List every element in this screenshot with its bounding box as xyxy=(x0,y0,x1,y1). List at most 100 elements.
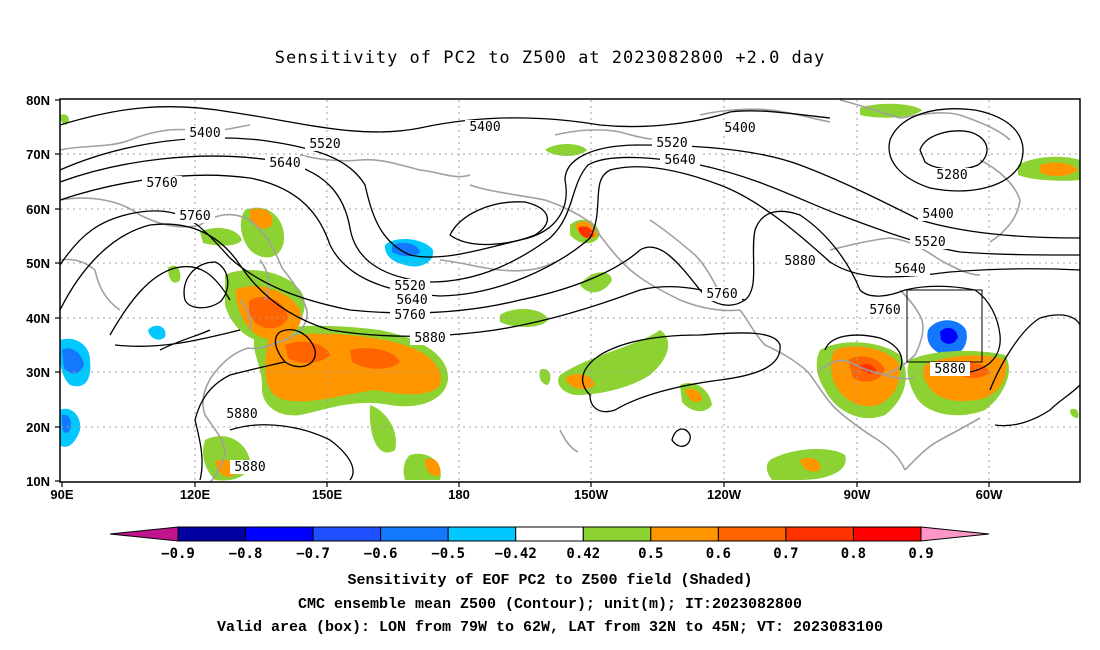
contour-label-bg xyxy=(410,331,450,345)
contour-labels: 5400552056405760576054005520564054005280… xyxy=(142,120,972,475)
contour-label-bg xyxy=(865,303,905,317)
contour-label: 5760 xyxy=(146,176,177,191)
contour-label-bg xyxy=(910,235,950,249)
colorbar-tick-label: 0.8 xyxy=(841,546,866,562)
caribbean xyxy=(904,417,981,471)
contour-line xyxy=(59,137,1081,258)
lon-label: 120W xyxy=(707,487,742,502)
contour-label-bg xyxy=(660,153,700,167)
colorbar-swatch xyxy=(312,526,382,542)
shade-region xyxy=(685,388,702,402)
shade-region xyxy=(62,348,84,374)
colorbar-swatch xyxy=(177,526,247,542)
colorbar-tick-label: −0.9 xyxy=(161,546,195,562)
contour-label-bg xyxy=(390,308,430,322)
shade-region xyxy=(425,458,441,476)
shade-region xyxy=(539,369,551,385)
colorbar-low-triangle xyxy=(109,526,179,542)
lat-lon-grid xyxy=(61,100,1079,481)
contour-label: 5520 xyxy=(914,235,945,250)
colorbar-tick-label: 0.5 xyxy=(638,546,663,562)
contour-label-bg xyxy=(265,156,305,170)
colorbar-swatch xyxy=(582,526,652,542)
colorbar-tick-label: 0.9 xyxy=(908,546,933,562)
colorbar-swatch xyxy=(515,526,584,542)
contour-label-bg xyxy=(185,126,225,140)
contour-label: 5880 xyxy=(226,407,257,422)
contour-label: 5400 xyxy=(724,121,755,136)
map-title: Sensitivity of PC2 to Z500 at 2023082800… xyxy=(274,48,826,68)
contour-label-bg xyxy=(175,209,215,223)
caption-valid-area: Valid area (box): LON from 79W to 62W, L… xyxy=(216,619,884,636)
lat-label: 30N xyxy=(26,365,50,380)
colorbar-tick-label: −0.7 xyxy=(296,546,330,562)
colorbar: −0.9 −0.8 −0.7 −0.6 −0.5 −0.42 0.42 0.5 0.6 0.7 0.… xyxy=(109,526,990,562)
contour-line xyxy=(59,223,746,337)
contour-label-bg xyxy=(222,407,262,421)
contour-line xyxy=(581,332,781,413)
contour-label-bg xyxy=(305,137,345,151)
contour-label-bg xyxy=(390,279,430,293)
east-coast xyxy=(884,289,924,376)
shaded-field xyxy=(59,103,1080,481)
hawaii xyxy=(559,429,579,453)
colorbar-tick-label: 0.7 xyxy=(773,546,798,562)
contour-line xyxy=(919,130,988,170)
shade-region xyxy=(285,341,330,363)
contour-line xyxy=(449,201,548,246)
contour-line xyxy=(59,166,1081,297)
colorbar-swatch xyxy=(245,526,314,542)
shade-region xyxy=(250,208,273,229)
lat-label: 80N xyxy=(26,93,50,108)
contour-label-bg xyxy=(230,460,270,474)
contour-line xyxy=(229,424,354,481)
contour-label-bg xyxy=(142,176,182,190)
z500-contours xyxy=(59,106,1081,481)
shade-region xyxy=(580,272,612,293)
contour-label-bg xyxy=(652,136,692,150)
colorbar-tick-label: −0.42 xyxy=(495,546,537,562)
contour-line xyxy=(59,106,831,133)
lat-label: 20N xyxy=(26,420,50,435)
shade-region xyxy=(1070,408,1079,418)
contour-label: 5520 xyxy=(656,136,687,151)
contour-label: 5880 xyxy=(414,331,445,346)
colorbar-swatch xyxy=(650,526,719,542)
shade-region xyxy=(940,327,958,344)
caption-shaded: Sensitivity of EOF PC2 to Z500 field (Sh… xyxy=(347,572,753,589)
contour-label-bg xyxy=(780,254,820,268)
map-frame xyxy=(59,98,1081,483)
bc-coast xyxy=(649,219,719,291)
lon-label: 120E xyxy=(180,487,211,502)
lat-label: 10N xyxy=(26,474,50,489)
arctic-coastline xyxy=(299,154,471,178)
contour-line xyxy=(671,428,691,447)
contour-label-bg xyxy=(392,293,432,307)
lon-label: 60W xyxy=(976,487,1003,502)
coastlines xyxy=(59,99,1021,483)
lat-label: 50N xyxy=(26,256,50,271)
contour-label: 5760 xyxy=(706,287,737,302)
na-coastline xyxy=(739,309,906,471)
na-coastline xyxy=(469,184,741,312)
contour-line xyxy=(109,266,231,351)
shade-region xyxy=(860,103,922,118)
contour-label: 5400 xyxy=(469,120,500,135)
greenland xyxy=(979,159,1021,243)
lat-label: 40N xyxy=(26,311,50,326)
shade-region xyxy=(148,325,166,340)
contour-label: 5760 xyxy=(394,308,425,323)
shade-region xyxy=(545,144,587,156)
colorbar-tick-label: −0.6 xyxy=(364,546,398,562)
contour-line xyxy=(824,334,903,371)
shade-region xyxy=(350,348,400,369)
contour-label: 5520 xyxy=(394,279,425,294)
lon-label: 180 xyxy=(448,487,470,502)
lat-label: 60N xyxy=(26,202,50,217)
contour-line xyxy=(888,108,1024,192)
lon-label: 90E xyxy=(50,487,73,502)
lon-label: 90W xyxy=(844,487,871,502)
contour-label-bg xyxy=(930,362,970,376)
contour-line xyxy=(904,285,1001,373)
